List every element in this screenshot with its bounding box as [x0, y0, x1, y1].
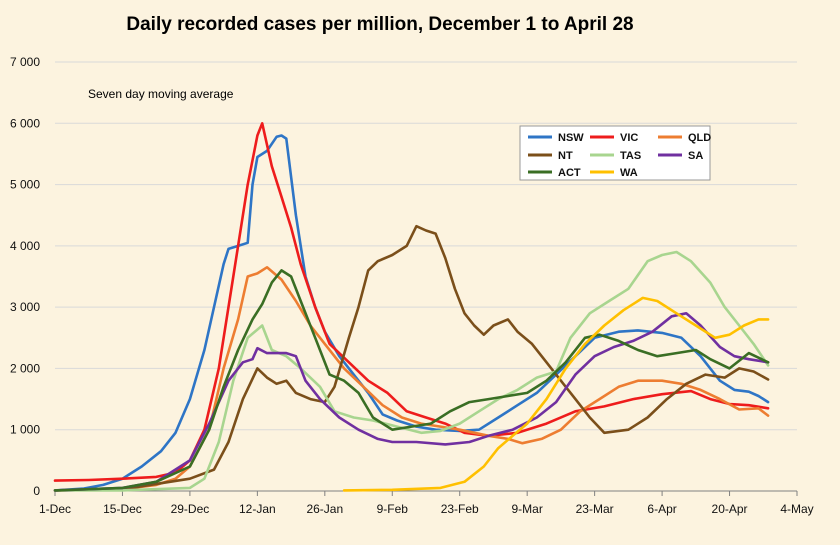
legend: NSW VIC QLD NT TAS SA ACT WA: [519, 125, 711, 181]
legend-label-vic: VIC: [620, 132, 638, 144]
y-tick-label: 0: [33, 484, 40, 498]
chart-title: Daily recorded cases per million, Decemb…: [126, 14, 633, 35]
y-tick-label: 6 000: [10, 116, 40, 130]
gridlines: [55, 61, 797, 431]
y-tick-label: 5 000: [10, 178, 40, 192]
legend-label-tas: TAS: [620, 150, 641, 162]
y-tick-label: 1 000: [10, 423, 40, 437]
x-tick-label: 12-Jan: [239, 502, 276, 516]
series-line-vic: [53, 122, 770, 482]
x-tick-label: 15-Dec: [103, 502, 142, 516]
x-tick-label: 23-Feb: [441, 502, 479, 516]
x-tick-label: 23-Mar: [576, 502, 614, 516]
legend-label-wa: WA: [620, 167, 638, 179]
series-line-wa: [342, 296, 770, 492]
x-tick-label: 29-Dec: [171, 502, 210, 516]
legend-label-qld: QLD: [688, 132, 711, 144]
series-line-sa: [53, 311, 770, 492]
series-lines: [53, 122, 770, 492]
chart-annotation: Seven day moving average: [88, 87, 234, 101]
x-tick-label: 9-Mar: [512, 502, 543, 516]
y-tick-label: 3 000: [10, 300, 40, 314]
legend-label-nsw: NSW: [558, 132, 584, 144]
x-tick-label: 1-Dec: [39, 502, 71, 516]
axes: 0 1 000 2 000 3 000 4 000 5 000 6 000 7 000 1-De…: [10, 55, 814, 516]
series-line-act: [53, 269, 770, 492]
series-line-qld: [53, 265, 770, 492]
x-tick-label: 26-Jan: [306, 502, 343, 516]
y-tick-label: 4 000: [10, 239, 40, 253]
x-tick-label: 20-Apr: [712, 502, 748, 516]
legend-label-sa: SA: [688, 150, 703, 162]
x-tick-label: 9-Feb: [377, 502, 409, 516]
series-line-nsw: [53, 134, 770, 492]
series-line-tas: [53, 250, 770, 492]
y-tick-label: 7 000: [10, 55, 40, 69]
legend-label-nt: NT: [558, 150, 573, 162]
legend-label-act: ACT: [558, 167, 581, 179]
y-tick-label: 2 000: [10, 361, 40, 375]
x-tick-label: 6-Apr: [647, 502, 676, 516]
series-line-nt: [53, 224, 770, 492]
x-tick-label: 4-May: [780, 502, 813, 516]
